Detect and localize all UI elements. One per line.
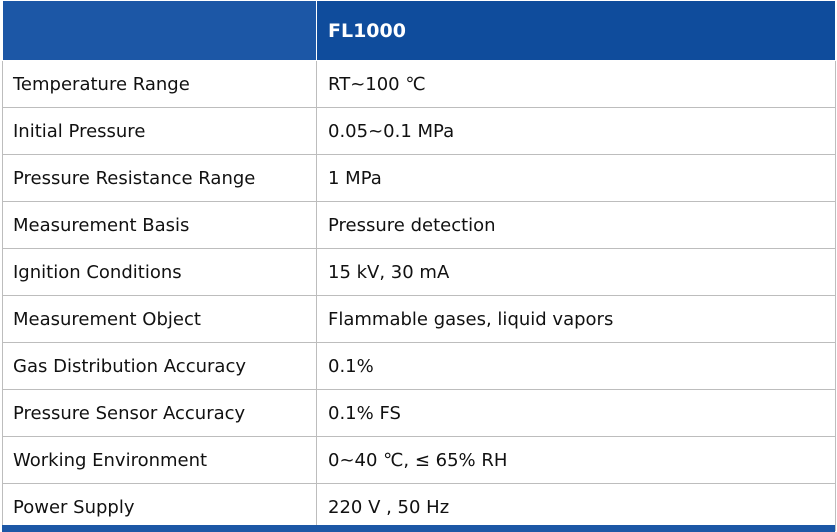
row-label: Measurement Object [2, 295, 317, 343]
row-label: Temperature Range [2, 60, 317, 108]
row-label: Gas Distribution Accuracy [2, 342, 317, 390]
row-value: Pressure detection [316, 201, 836, 249]
row-value: 0.1% FS [316, 389, 836, 437]
table-row: Measurement Basis Pressure detection [2, 201, 836, 249]
row-label: Initial Pressure [2, 107, 317, 155]
row-value: 220 V , 50 Hz [316, 483, 836, 531]
row-value: RT~100 ℃ [316, 60, 836, 108]
table-row: Power Supply 220 V , 50 Hz [2, 483, 836, 531]
row-value: Flammable gases, liquid vapors [316, 295, 836, 343]
row-label: Pressure Sensor Accuracy [2, 389, 317, 437]
table-row: Gas Distribution Accuracy 0.1% [2, 342, 836, 390]
row-label: Measurement Basis [2, 201, 317, 249]
row-label: Working Environment [2, 436, 317, 484]
table-row: Measurement Object Flammable gases, liqu… [2, 295, 836, 343]
row-value: 0.1% [316, 342, 836, 390]
table-row: Working Environment 0~40 ℃, ≤ 65% RH [2, 436, 836, 484]
header-cell-model: FL1000 [316, 0, 836, 61]
table-bottom-rule [2, 525, 835, 532]
row-value: 1 MPa [316, 154, 836, 202]
header-cell-parameter [2, 0, 317, 61]
table-row: Pressure Resistance Range 1 MPa [2, 154, 836, 202]
table-row: Pressure Sensor Accuracy 0.1% FS [2, 389, 836, 437]
table-row: Temperature Range RT~100 ℃ [2, 60, 836, 108]
row-label: Power Supply [2, 483, 317, 531]
table-header-row: FL1000 [2, 0, 836, 61]
row-value: 0.05~0.1 MPa [316, 107, 836, 155]
row-value: 15 kV, 30 mA [316, 248, 836, 296]
row-label: Pressure Resistance Range [2, 154, 317, 202]
row-value: 0~40 ℃, ≤ 65% RH [316, 436, 836, 484]
row-label: Ignition Conditions [2, 248, 317, 296]
table-row: Initial Pressure 0.05~0.1 MPa [2, 107, 836, 155]
table-row: Ignition Conditions 15 kV, 30 mA [2, 248, 836, 296]
